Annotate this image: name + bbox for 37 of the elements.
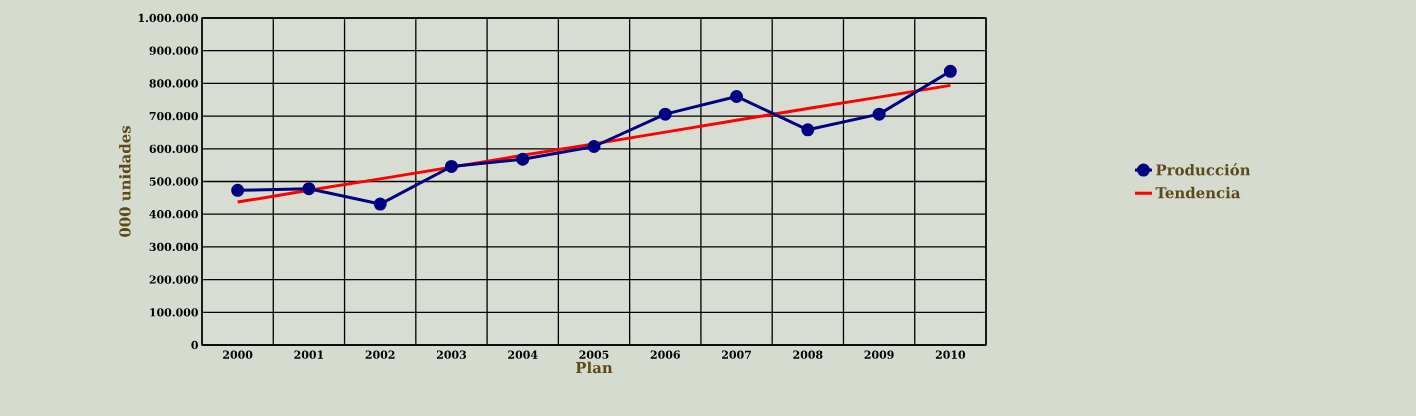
point <box>231 183 245 197</box>
point <box>587 140 601 154</box>
y-tick-label: 0 <box>191 340 198 350</box>
point <box>658 107 672 121</box>
x-tick-label: 2000 <box>223 350 253 359</box>
point <box>373 197 387 211</box>
x-tick-label: 2006 <box>650 350 680 359</box>
point <box>801 123 815 137</box>
y-axis-title: 000 unidades <box>119 125 131 237</box>
point <box>943 64 957 78</box>
point <box>730 89 744 103</box>
x-tick-label: 2001 <box>294 350 324 359</box>
x-tick-label: 2009 <box>864 350 894 359</box>
legend-label: Tendencia <box>1155 186 1241 199</box>
y-tick-label: 500.000 <box>149 177 198 186</box>
x-tick-label: 2007 <box>722 350 751 359</box>
x-tick-label: 2004 <box>508 350 538 359</box>
point <box>302 182 316 196</box>
y-tick-label: 200.000 <box>149 275 198 284</box>
point <box>444 159 458 173</box>
x-tick-label: 2008 <box>793 350 823 359</box>
point <box>872 107 886 121</box>
x-tick-label: 2010 <box>935 350 966 359</box>
y-tick-label: 100.000 <box>150 308 198 317</box>
y-tick-label: 600.000 <box>149 144 198 153</box>
x-axis-title: Plan <box>575 361 613 374</box>
y-tick-label: 900.000 <box>149 46 198 55</box>
y-tick-label: 1.000.000 <box>138 13 198 23</box>
y-tick-label: 800.000 <box>149 79 198 88</box>
x-tick-label: 2003 <box>436 350 467 359</box>
point <box>516 152 530 166</box>
legend-label: Producción <box>1156 163 1251 176</box>
y-tick-label: 300.000 <box>149 242 198 252</box>
x-tick-label: 2002 <box>365 350 395 359</box>
x-tick-label: 2005 <box>579 350 609 359</box>
y-tick-label: 700.000 <box>149 111 198 121</box>
y-tick-label: 400.000 <box>149 210 198 219</box>
